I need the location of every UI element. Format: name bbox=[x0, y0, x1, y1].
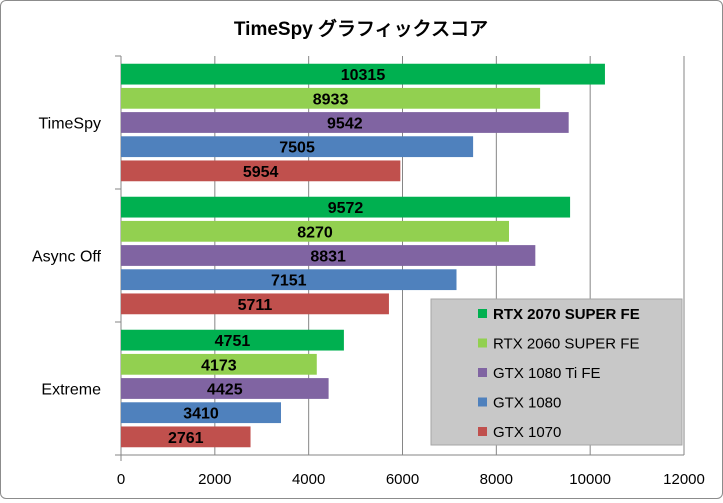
data-label: 9542 bbox=[327, 116, 363, 133]
data-label: 3410 bbox=[183, 406, 219, 423]
x-tick-label: 10000 bbox=[569, 471, 611, 488]
legend-swatch bbox=[478, 397, 487, 407]
x-tick-label: 12000 bbox=[663, 471, 705, 488]
legend-entry: GTX 1080 Ti FE bbox=[493, 365, 601, 382]
bar bbox=[121, 87, 541, 109]
bar bbox=[121, 269, 457, 291]
category-label: Async Off bbox=[32, 249, 102, 266]
x-tick-label: 8000 bbox=[480, 471, 513, 488]
data-label: 8270 bbox=[297, 224, 333, 241]
bar bbox=[121, 329, 344, 351]
x-tick-label: 6000 bbox=[386, 471, 419, 488]
data-label: 5954 bbox=[243, 164, 279, 181]
legend: RTX 2070 SUPER FE RTX 2060 SUPER FE GTX 10… bbox=[430, 298, 683, 446]
data-label: 4751 bbox=[215, 333, 251, 350]
category-label: TimeSpy bbox=[38, 116, 101, 133]
bar bbox=[121, 136, 474, 158]
legend-swatch bbox=[478, 309, 487, 318]
legend-box bbox=[430, 298, 683, 446]
data-label: 4173 bbox=[201, 357, 237, 374]
bar bbox=[121, 293, 389, 315]
data-label: 7151 bbox=[271, 273, 307, 290]
legend-swatch bbox=[478, 368, 487, 377]
data-label: 10315 bbox=[341, 67, 386, 84]
legend-entry: RTX 2060 SUPER FE bbox=[493, 336, 639, 353]
x-tick-label: 4000 bbox=[292, 471, 325, 488]
legend-swatch bbox=[478, 338, 487, 348]
bar bbox=[121, 353, 317, 375]
data-label: 5711 bbox=[238, 297, 273, 314]
x-tick-label: 2000 bbox=[198, 471, 231, 488]
bar bbox=[121, 63, 605, 85]
bar bbox=[121, 378, 329, 399]
legend-entry: RTX 2070 SUPER FE bbox=[493, 306, 640, 323]
category-label: Extreme bbox=[41, 382, 101, 399]
data-label: 7505 bbox=[279, 140, 315, 157]
axis-layer: 0 2000 4000 6000 8000 10000 12000 TimeSpy Async … bbox=[32, 55, 705, 488]
bar bbox=[121, 245, 536, 266]
data-label: 4425 bbox=[207, 382, 243, 399]
legend-entry: GTX 1080 bbox=[493, 395, 561, 412]
bar bbox=[121, 160, 401, 182]
bar bbox=[121, 426, 251, 448]
data-label: 9572 bbox=[328, 200, 364, 217]
data-label: 2761 bbox=[168, 430, 204, 447]
bar bbox=[121, 196, 571, 218]
legend-swatch bbox=[478, 427, 487, 436]
bar bbox=[121, 220, 510, 242]
bar bbox=[121, 402, 281, 424]
data-label: 8933 bbox=[313, 91, 349, 108]
data-label: 8831 bbox=[310, 249, 346, 266]
x-tick-label: 0 bbox=[117, 471, 125, 488]
bar bbox=[121, 112, 569, 133]
chart-title: TimeSpy グラフィックスコア bbox=[234, 17, 488, 40]
legend-entry: GTX 1070 bbox=[493, 424, 561, 441]
